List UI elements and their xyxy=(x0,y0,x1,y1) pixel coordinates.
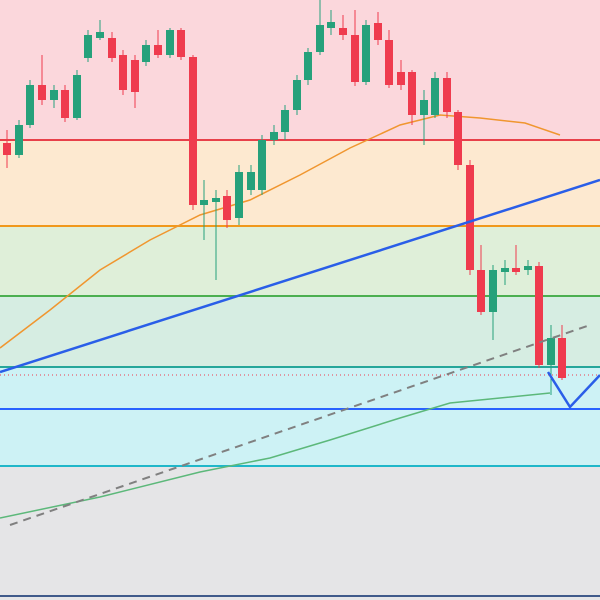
candle-body xyxy=(119,55,127,90)
candle-body xyxy=(524,266,532,270)
candle-body xyxy=(293,80,301,110)
candle-body xyxy=(235,172,243,218)
candle-body xyxy=(477,270,485,312)
candle-body xyxy=(374,23,382,40)
candle-body xyxy=(223,196,231,220)
candle-body xyxy=(316,25,324,52)
level-band xyxy=(0,466,600,600)
level-band xyxy=(0,296,600,367)
candle-body xyxy=(339,28,347,35)
candle-body xyxy=(454,112,462,165)
candle-body xyxy=(84,35,92,58)
candle-body xyxy=(501,268,509,272)
line xyxy=(0,392,551,519)
candle-body xyxy=(489,270,497,312)
candle-body xyxy=(431,78,439,115)
candle-body xyxy=(304,52,312,80)
candle-body xyxy=(408,72,416,115)
candle-body xyxy=(96,32,104,38)
candle-body xyxy=(327,22,335,28)
candle-body xyxy=(131,60,139,92)
candle-body xyxy=(142,45,150,62)
candle-body xyxy=(154,45,162,55)
candle-body xyxy=(177,30,185,57)
candle-body xyxy=(38,85,46,100)
candle-body xyxy=(362,25,370,82)
candle-body xyxy=(61,90,69,118)
candle-body xyxy=(512,268,520,272)
candle-body xyxy=(443,78,451,112)
candle-body xyxy=(466,165,474,270)
candle-body xyxy=(258,140,266,190)
level-band xyxy=(0,140,600,226)
line xyxy=(546,371,600,410)
candle-body xyxy=(26,85,34,125)
candle-body xyxy=(108,38,116,58)
level-band xyxy=(0,0,600,140)
candle-body xyxy=(385,40,393,85)
candle-body xyxy=(420,100,428,115)
candle-body xyxy=(547,338,555,365)
line xyxy=(9,324,591,526)
level-band xyxy=(0,367,600,466)
candle-body xyxy=(281,110,289,132)
candle-body xyxy=(15,125,23,155)
candle-body xyxy=(351,35,359,82)
candle-body xyxy=(270,132,278,140)
candle-body xyxy=(535,266,543,365)
candle-body xyxy=(3,143,11,155)
candle-body xyxy=(558,338,566,378)
candle-body xyxy=(50,90,58,100)
candle-body xyxy=(212,198,220,202)
candle-body xyxy=(166,30,174,55)
candle-body xyxy=(189,57,197,205)
candle-body xyxy=(247,172,255,190)
candle-body xyxy=(73,75,81,118)
candle-body xyxy=(397,72,405,85)
line xyxy=(0,114,561,349)
line xyxy=(0,178,600,374)
level-band xyxy=(0,226,600,296)
candle-body xyxy=(200,200,208,205)
